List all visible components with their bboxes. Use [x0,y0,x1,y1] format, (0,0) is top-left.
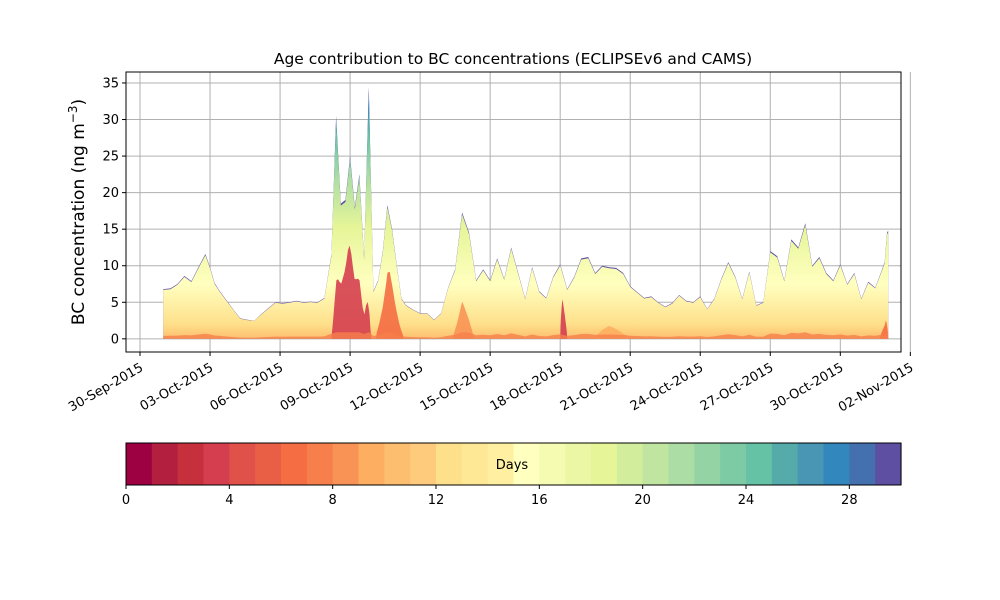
colorbar-segment [720,443,747,485]
x-tick-label: 03-Oct-2015 [138,360,216,414]
y-tick-label: 30 [102,113,119,128]
colorbar-segment [229,443,256,485]
colorbar-segment [151,443,179,485]
x-tick-label: 06-Oct-2015 [208,360,286,414]
colorbar-tick-label: 0 [122,493,130,508]
x-tick-label: 09-Oct-2015 [278,360,356,414]
colorbar-tick-label: 16 [531,493,548,508]
x-tick-label: 02-Nov-2015 [836,360,916,415]
colorbar-segment [487,443,515,485]
colorbar-segment [642,443,670,485]
chart-title: Age contribution to BC concentrations (E… [274,50,752,68]
colorbar-segment [565,443,592,485]
y-tick-label: 35 [102,76,119,91]
colorbar-ticks: 0 4 8 12 16 20 24 28 [122,485,858,508]
colorbar-segment [746,443,773,485]
colorbar-segment [126,443,153,485]
x-tick-label: 18-Oct-2015 [488,360,566,414]
colorbar-segment [461,443,489,485]
colorbar-segment [591,443,618,485]
y-axis-label: BC concentration (ng m−3) [66,99,89,325]
x-tick-label: 12-Oct-2015 [348,360,426,414]
area-series-age-layers [163,90,889,339]
colorbar-segment [823,443,850,485]
colorbar-tick-label: 28 [841,493,858,508]
x-tick-label: 21-Oct-2015 [558,360,636,414]
colorbar-segment [513,443,540,485]
y-tick-label: 25 [102,150,119,165]
area-series-young-age [560,299,568,339]
colorbar-tick-label: 4 [225,493,233,508]
colorbar-segment [771,443,799,485]
colorbar-frame [125,442,902,486]
colorbar-segment [358,443,385,485]
colorbar-segment [436,443,463,485]
colorbar-segment [177,443,205,485]
colorbar-tick-label: 12 [428,493,445,508]
area-series-base-age [163,332,889,339]
x-tick-label: 15-Oct-2015 [418,360,496,414]
colorbar-segment [306,443,334,485]
colorbar-segment [332,443,360,485]
y-tick-label: 20 [102,186,119,201]
y-tick-label: 15 [102,223,119,238]
colorbar-segment [539,443,566,485]
colorbar-segment [616,443,644,485]
y-tick-label: 0 [111,332,119,347]
x-tick-label: 24-Oct-2015 [628,360,706,414]
colorbar-label: Days [496,458,529,473]
y-axis: 0 5 10 15 20 25 30 35 [102,76,126,347]
colorbar-tick-label: 8 [329,493,337,508]
x-tick-label: 30-Oct-2015 [768,360,846,414]
stacked-area-layer [163,86,889,339]
x-axis: 30-Sep-201503-Oct-201506-Oct-201509-Oct-… [66,352,916,415]
colorbar-segment [875,443,902,485]
colorbar-segment [281,443,308,485]
area-series-young-age [331,245,372,339]
x-tick-label: 30-Sep-2015 [66,360,146,415]
y-tick-label: 10 [102,259,119,274]
colorbar [126,443,902,485]
colorbar-segment [797,443,825,485]
y-tick-label: 5 [111,296,119,311]
area-series-young-age [375,271,404,339]
x-tick-label: 27-Oct-2015 [698,360,776,414]
colorbar-segment [255,443,282,485]
colorbar-tick-label: 20 [634,493,651,508]
colorbar-segment [694,443,721,485]
colorbar-segment [203,443,230,485]
colorbar-tick-label: 24 [738,493,755,508]
colorbar-segment [410,443,437,485]
area-series-young-age [452,301,474,339]
colorbar-segment [384,443,411,485]
plot-frame [125,71,902,353]
colorbar-segment [668,443,695,485]
colorbar-segment [849,443,876,485]
